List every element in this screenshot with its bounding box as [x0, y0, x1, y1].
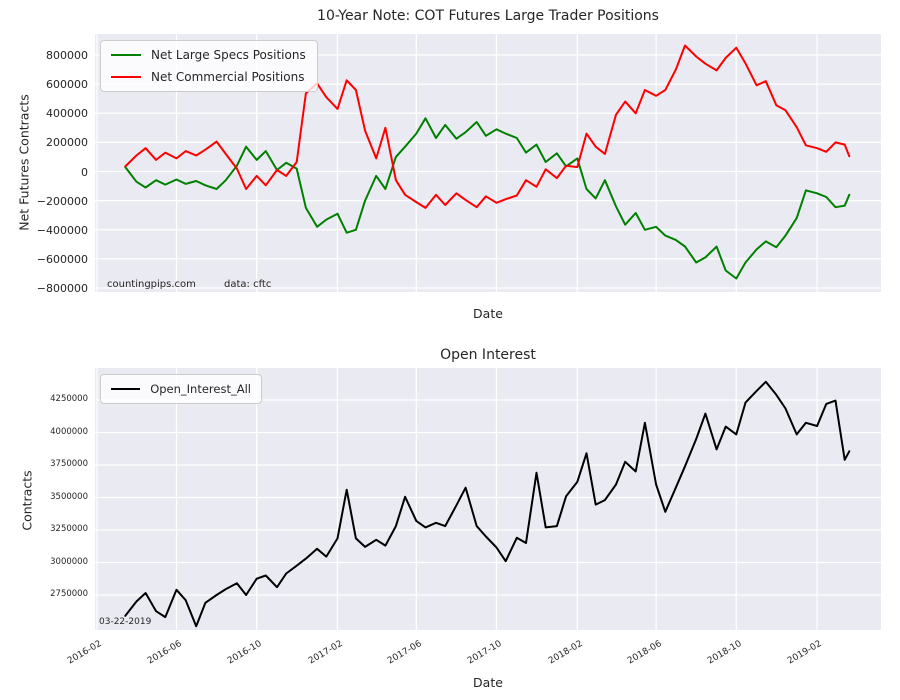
- open-interest-all-line: [124, 380, 851, 628]
- legend-entry-net-large-specs: Net Large Specs Positions: [111, 46, 307, 65]
- x-tick-label: 2018-10: [705, 639, 744, 667]
- legend-entry-open-interest: Open_Interest_All: [111, 380, 251, 398]
- y-tick-label: 3750000: [50, 459, 88, 469]
- x-tick-label: 2017-06: [385, 639, 424, 667]
- legend-label: Net Large Specs Positions: [151, 48, 306, 63]
- x-tick-label: 2016-06: [145, 639, 184, 667]
- x-tick-label: 2017-10: [465, 639, 504, 667]
- black-line-swatch-icon: [111, 388, 141, 390]
- x-tick-label: 2018-06: [625, 639, 664, 667]
- x-tick-label: 2016-10: [226, 639, 264, 667]
- x-tick-label: 2016-02: [66, 639, 104, 667]
- top-x-axis-label: Date: [473, 306, 503, 321]
- y-tick-label: 800000: [46, 49, 88, 62]
- bottom-x-axis-label: Date: [473, 675, 503, 690]
- bottom-chart-title: Open Interest: [440, 347, 536, 363]
- bottom-plot-area: [95, 368, 881, 630]
- bottom-y-axis-label: Contracts: [19, 470, 35, 531]
- legend-entry-net-commercial: Net Commercial Positions: [111, 68, 307, 87]
- data-source-annotation: data: cftc: [224, 279, 272, 290]
- y-tick-label: 4250000: [50, 394, 88, 404]
- y-tick-label: −400000: [36, 223, 88, 237]
- y-tick-label: 3500000: [50, 491, 88, 502]
- top-y-axis-label: Net Futures Contracts: [16, 94, 32, 231]
- x-tick-label: 2018-02: [546, 639, 585, 667]
- y-tick-label: 3000000: [50, 556, 88, 567]
- net-large-specs-positions-line: [124, 117, 851, 280]
- countingpips-annotation: countingpips.com: [107, 279, 196, 290]
- top-legend: Net Large Specs Positions Net Commercial…: [100, 40, 318, 92]
- y-tick-label: −800000: [36, 282, 88, 295]
- y-tick-label: 3250000: [50, 524, 88, 534]
- y-tick-label: 400000: [46, 107, 88, 121]
- y-tick-label: 2750000: [50, 589, 88, 599]
- top-chart-title: 10-Year Note: COT Futures Large Trader P…: [317, 8, 659, 24]
- net-commercial-positions-line: [124, 44, 851, 209]
- bottom-chart-canvas: [95, 368, 881, 630]
- y-tick-label: 200000: [46, 136, 88, 150]
- last-date-annotation: 03-22-2019: [99, 617, 152, 627]
- red-line-swatch-icon: [111, 75, 141, 78]
- legend-label: Open_Interest_All: [150, 382, 251, 396]
- y-tick-label: 600000: [46, 78, 88, 92]
- x-tick-label: 2017-02: [306, 639, 345, 667]
- y-tick-label: 0: [81, 165, 88, 179]
- x-tick-label: 2019-02: [786, 639, 825, 667]
- y-tick-label: −600000: [36, 252, 88, 266]
- legend-label: Net Commercial Positions: [151, 69, 305, 84]
- y-tick-label: −200000: [36, 194, 88, 208]
- green-line-swatch-icon: [111, 54, 141, 57]
- bottom-legend: Open_Interest_All: [100, 374, 262, 404]
- y-tick-label: 4000000: [50, 426, 88, 437]
